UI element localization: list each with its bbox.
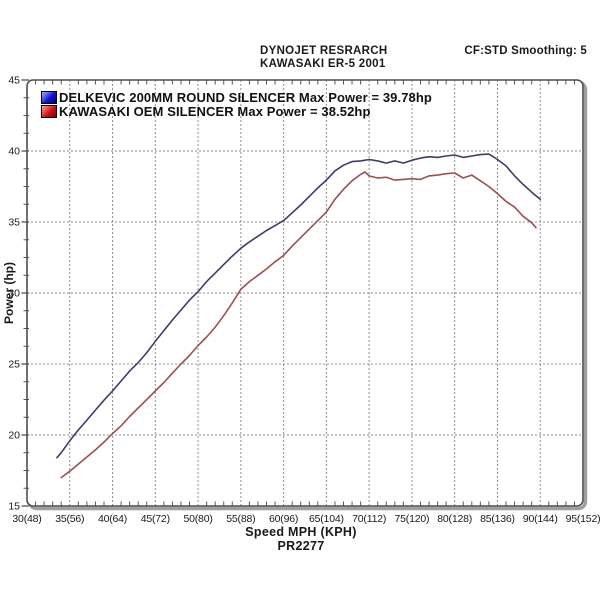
curve-delkevic [56, 153, 542, 459]
x-tick-label: 45(72) [141, 513, 170, 525]
legend-swatch-oem [41, 104, 57, 118]
y-tick-label: 25 [8, 359, 20, 371]
legend-label-delkevic: DELKEVIC 200MM ROUND SILENCER Max Power … [59, 89, 432, 105]
x-tick-label: 40(64) [98, 513, 127, 525]
y-tick-label: 20 [8, 430, 20, 442]
correction-smoothing-note: CF:STD Smoothing: 5 [464, 45, 587, 57]
x-tick-label: 70(112) [352, 513, 386, 525]
y-tick-label: 15 [8, 501, 20, 513]
y-tick-label: 45 [8, 75, 20, 87]
x-tick-label: 60(96) [269, 513, 298, 525]
chart-title-line2: KAWASAKI ER-5 2001 [260, 58, 386, 70]
legend-item-oem: KAWASAKI OEM SILENCER Max Power = 38.52h… [41, 103, 432, 119]
legend-swatch-delkevic [41, 90, 57, 104]
legend-label-oem: KAWASAKI OEM SILENCER Max Power = 38.52h… [59, 103, 371, 119]
legend-item-delkevic: DELKEVIC 200MM ROUND SILENCER Max Power … [41, 89, 432, 105]
y-tick-label: 35 [8, 217, 20, 229]
x-tick-label: 85(136) [480, 513, 515, 525]
plot-box-border [26, 79, 584, 507]
run-id: PR2277 [277, 539, 325, 553]
y-tick-label: 40 [8, 146, 20, 158]
x-tick-label: 95(152) [566, 513, 600, 525]
x-tick-label: 75(120) [395, 513, 430, 525]
x-tick-label: 30(48) [12, 513, 41, 525]
x-tick-label: 50(80) [183, 513, 212, 525]
chart-title-line1: DYNOJET RESRARCH [260, 45, 388, 57]
x-tick-label: 35(56) [55, 513, 84, 525]
x-tick-label: 65(104) [309, 513, 344, 525]
x-tick-label: 80(128) [437, 513, 472, 525]
x-tick-label: 90(144) [523, 513, 558, 525]
xaxis-title: Speed MPH (KPH) [245, 525, 357, 539]
y-tick-label: 30 [8, 288, 20, 300]
x-tick-label: 55(88) [226, 513, 255, 525]
yaxis-title: Power (hp) [2, 262, 16, 324]
curve-oem [60, 171, 537, 479]
legend: DELKEVIC 200MM ROUND SILENCER Max Power … [41, 89, 432, 119]
